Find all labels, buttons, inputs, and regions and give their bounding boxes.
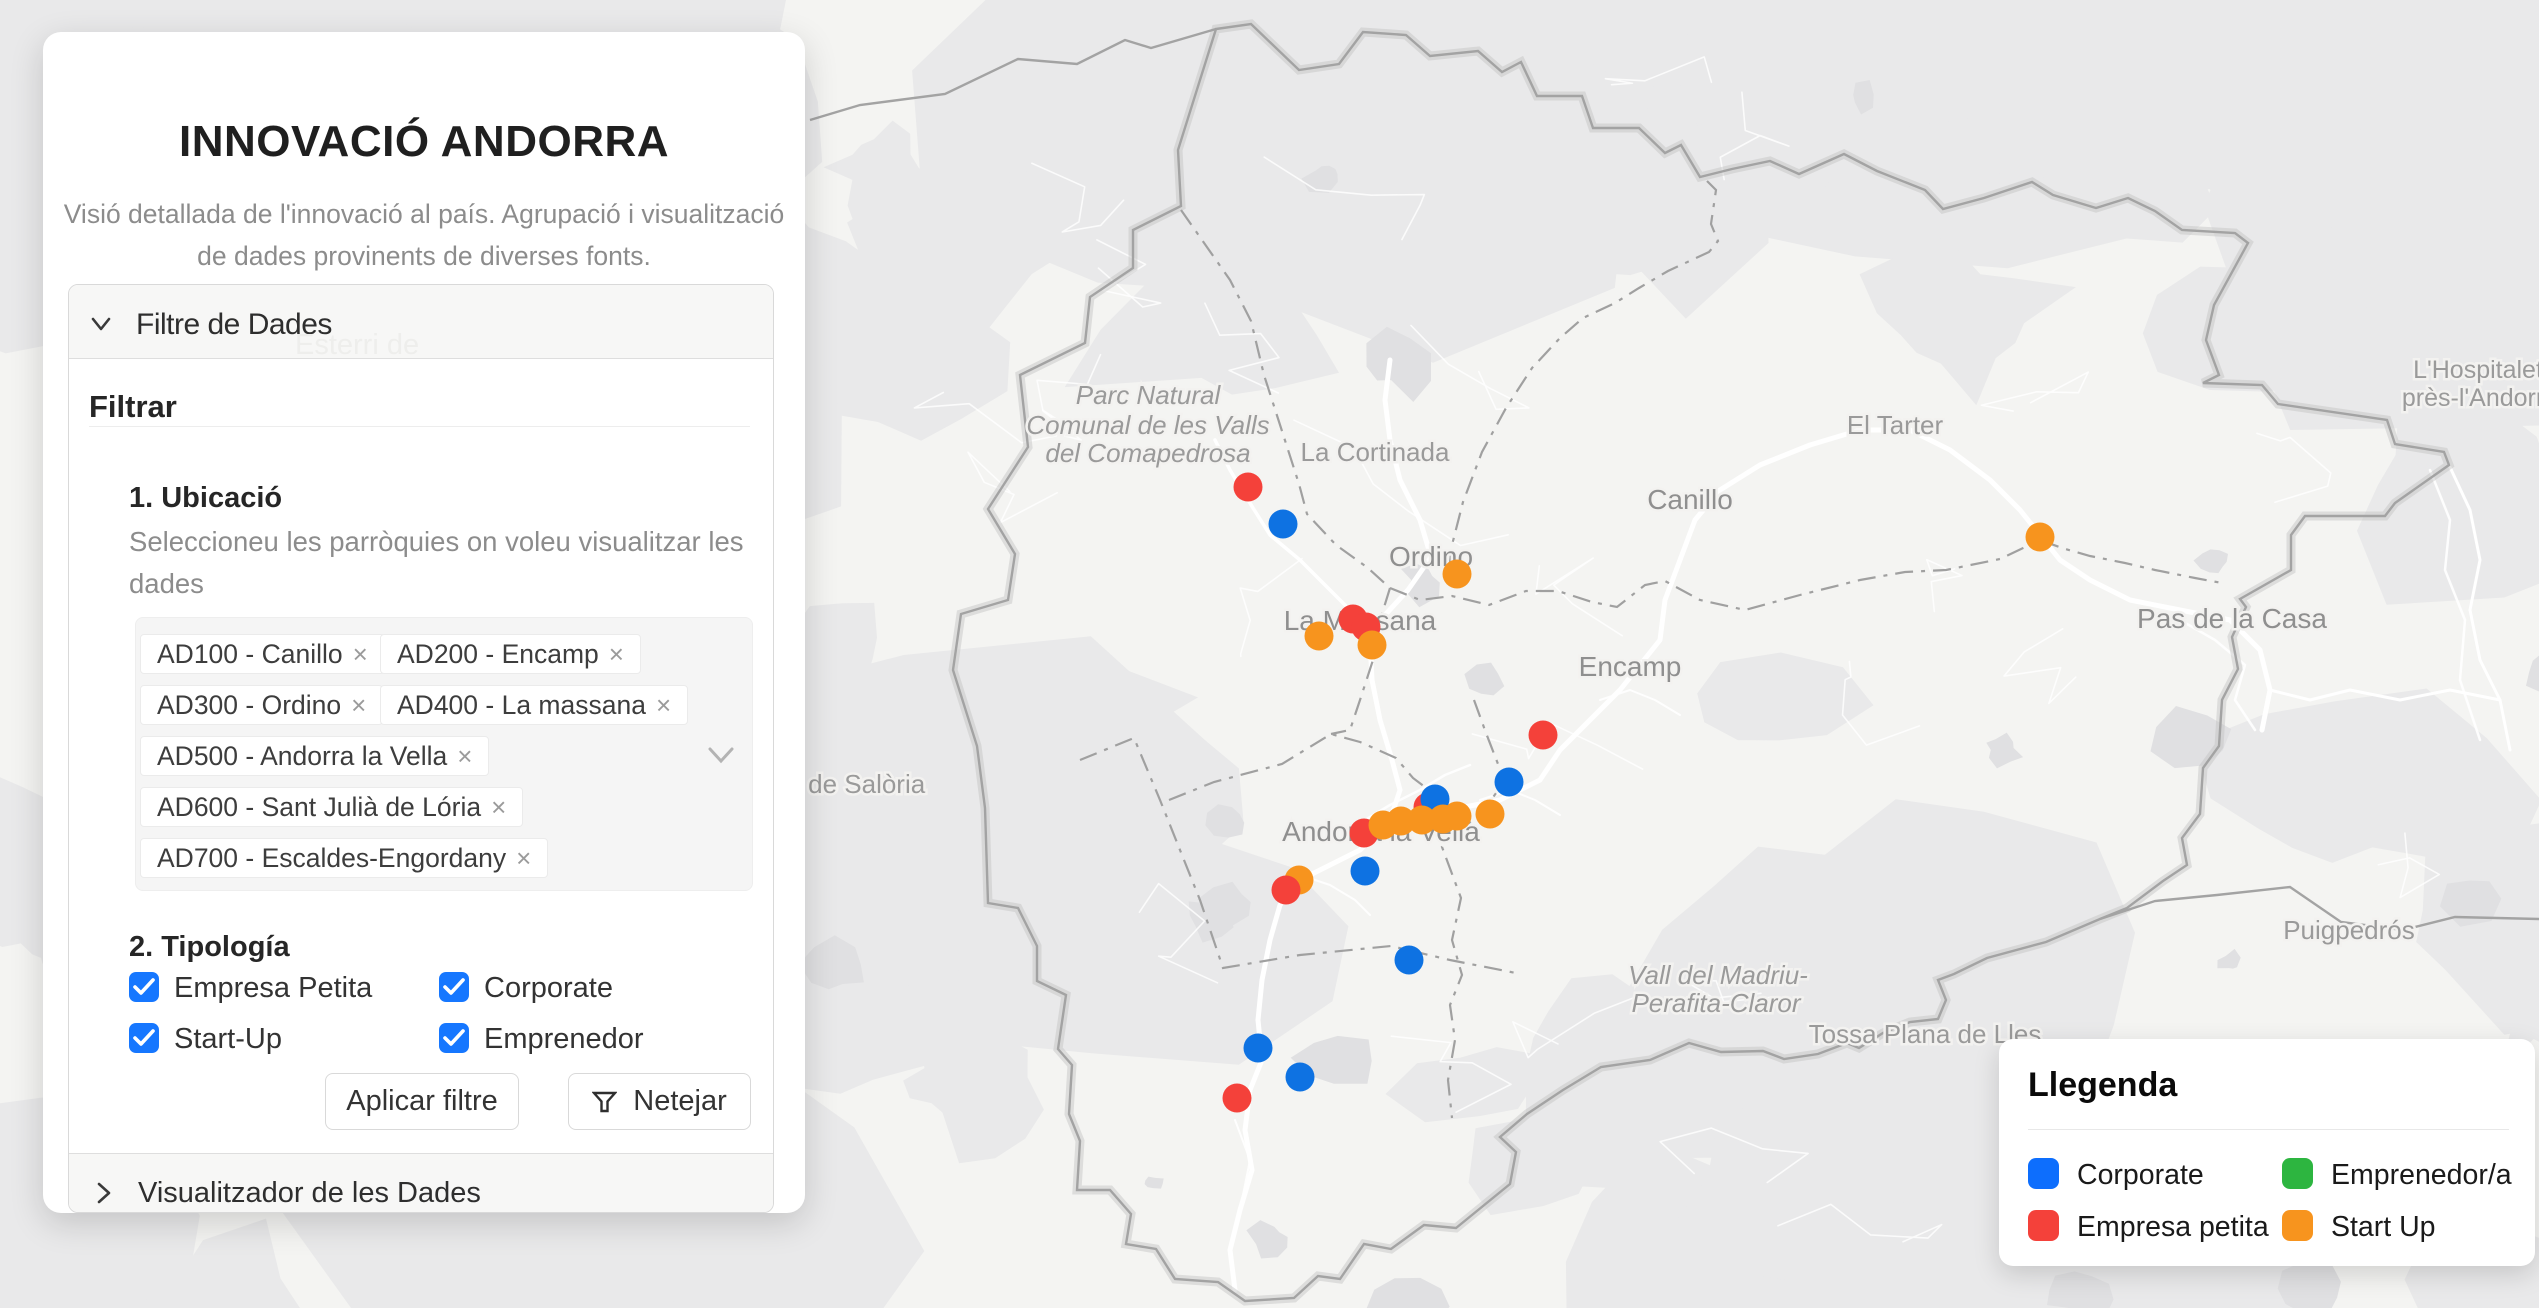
svg-text:Parc Natural: Parc Natural (1076, 380, 1222, 410)
svg-text:Perafita-Claror: Perafita-Claror (1631, 988, 1801, 1018)
svg-text:L'Hospitalet: L'Hospitalet (2413, 356, 2539, 384)
svg-text:Puigpedrós: Puigpedrós (2283, 915, 2415, 945)
svg-text:La Cortinada: La Cortinada (1301, 437, 1450, 467)
svg-text:près-l'Andorre: près-l'Andorre (2402, 384, 2539, 412)
svg-text:Canillo: Canillo (1647, 484, 1733, 515)
svg-text:El Tarter: El Tarter (1847, 410, 1944, 440)
svg-text:Encamp: Encamp (1579, 651, 1682, 682)
svg-text:Tossa Plana de Lles: Tossa Plana de Lles (1809, 1019, 2042, 1049)
svg-text:del Comapedrosa: del Comapedrosa (1045, 438, 1250, 468)
svg-text:Pas de la Casa: Pas de la Casa (2137, 603, 2327, 634)
svg-text:Vall del Madriu-: Vall del Madriu- (1628, 960, 1808, 990)
svg-text:Comunal de les Valls: Comunal de les Valls (1026, 410, 1269, 440)
